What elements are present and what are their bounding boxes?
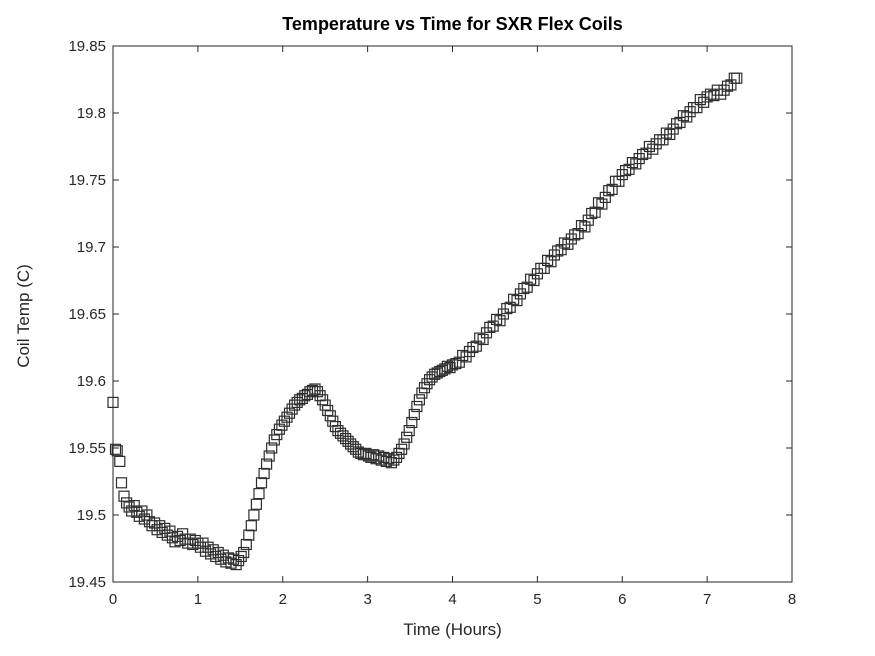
data-point-marker — [504, 301, 516, 313]
y-tick-label: 19.85 — [68, 38, 106, 55]
data-point-marker — [450, 358, 462, 370]
x-axis-label: Time (Hours) — [403, 620, 502, 639]
data-point-marker — [111, 445, 123, 457]
data-point-marker — [250, 498, 262, 510]
axes-box — [112, 45, 793, 583]
data-point-marker — [457, 349, 469, 362]
data-point-marker — [467, 341, 479, 354]
data-point-marker — [484, 321, 496, 333]
data-point-marker — [731, 72, 743, 84]
data-point-marker — [643, 140, 656, 153]
data-point-marker — [114, 455, 126, 467]
data-point-marker — [545, 256, 557, 268]
data-point-marker — [413, 394, 425, 406]
data-point-marker — [538, 262, 550, 274]
data-point-marker — [569, 229, 581, 241]
data-point-marker — [470, 340, 482, 352]
data-point-marker — [670, 118, 683, 130]
y-tick-label: 19.5 — [77, 507, 106, 524]
data-point-marker — [619, 165, 632, 177]
data-point-marker — [398, 438, 410, 450]
x-tick-label: 0 — [109, 591, 117, 608]
data-point-marker — [109, 443, 122, 455]
y-tick-label: 19.6 — [77, 373, 106, 390]
data-point-marker — [258, 467, 270, 480]
data-point-marker — [677, 110, 690, 122]
data-point-marker — [725, 79, 737, 91]
y-tick-label: 19.55 — [68, 440, 106, 457]
y-tick-label: 19.75 — [68, 172, 106, 189]
y-tick-label: 19.7 — [77, 239, 106, 256]
data-point-marker — [684, 106, 696, 118]
x-tick-label: 2 — [279, 591, 287, 608]
data-point-marker — [245, 520, 257, 532]
data-point-marker — [596, 198, 608, 210]
data-point-marker — [403, 425, 415, 437]
data-point-marker — [721, 80, 734, 92]
data-point-marker — [579, 221, 591, 233]
data-point-marker — [248, 509, 260, 521]
data-point-marker — [243, 529, 255, 541]
y-tick-label: 19.65 — [68, 306, 106, 323]
data-point-marker — [238, 546, 250, 559]
data-point-marker — [494, 315, 506, 327]
data-point-marker — [141, 509, 153, 521]
data-point-marker — [115, 477, 128, 489]
y-tick-label: 19.8 — [77, 105, 106, 122]
data-point-marker — [603, 185, 615, 197]
data-point-marker — [118, 490, 130, 502]
data-point-marker — [266, 442, 278, 454]
data-point-marker — [255, 477, 268, 489]
x-tick-label: 4 — [448, 591, 456, 608]
data-point-marker — [408, 408, 420, 421]
data-point-marker — [446, 359, 459, 371]
x-tick-label: 7 — [703, 591, 711, 608]
data-point-marker — [586, 207, 598, 220]
data-point-marker — [640, 147, 652, 159]
data-point-marker — [715, 88, 727, 100]
data-point-marker — [253, 488, 265, 500]
data-point-marker — [599, 191, 611, 203]
data-point-marker — [511, 295, 523, 307]
y-tick-label: 19.45 — [68, 574, 106, 591]
data-point-marker — [477, 333, 489, 346]
data-point-marker — [572, 228, 584, 240]
data-point-marker — [401, 431, 413, 443]
x-tick-label: 5 — [533, 591, 541, 608]
data-point-marker — [606, 183, 618, 195]
data-point-marker — [582, 214, 594, 226]
data-point-marker — [650, 138, 662, 150]
data-point-marker — [558, 237, 571, 249]
data-point-marker — [552, 245, 564, 257]
data-point-marker — [501, 303, 513, 315]
data-point-marker — [701, 91, 713, 103]
data-point-marker — [406, 416, 418, 429]
data-point-marker — [521, 281, 533, 293]
data-point-marker — [411, 400, 423, 413]
x-tick-label: 6 — [618, 591, 626, 608]
x-tick-label: 3 — [363, 591, 371, 608]
data-point-marker — [613, 175, 625, 187]
data-point-marker — [528, 274, 540, 287]
chart-title: Temperature vs Time for SXR Flex Coils — [282, 14, 623, 34]
data-point-marker — [653, 134, 666, 146]
data-point-marker — [235, 550, 247, 563]
data-point-marker — [518, 282, 530, 295]
x-tick-label: 1 — [194, 591, 202, 608]
data-point-marker — [263, 450, 275, 462]
data-point-marker — [589, 206, 601, 218]
data-point-marker — [261, 458, 273, 470]
data-point-marker — [660, 127, 673, 139]
data-point-marker — [626, 157, 639, 169]
x-tick-label: 8 — [788, 591, 796, 608]
